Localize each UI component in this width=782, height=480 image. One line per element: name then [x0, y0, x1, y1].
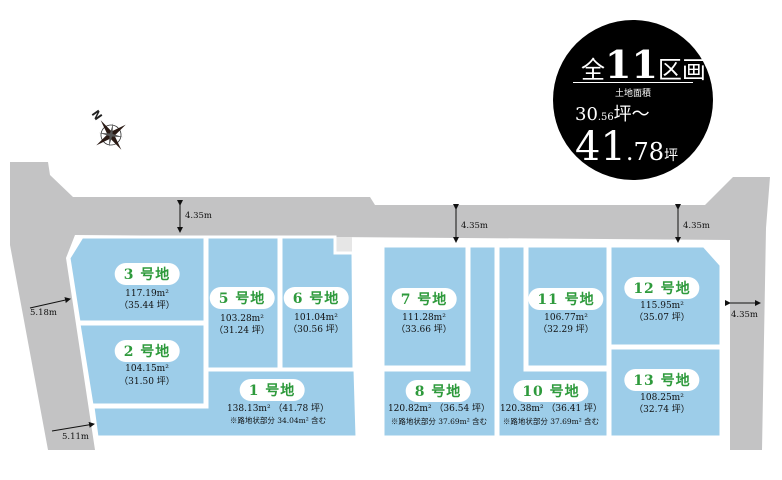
lot-11-tsubo: （32.29 坪）: [538, 325, 594, 335]
lot-count-number: 11: [605, 42, 658, 87]
dim-road-right: 4.35m: [731, 310, 758, 320]
area-min: 30.56坪～: [575, 100, 650, 126]
corner-plot: [335, 237, 352, 252]
lot-10-note: ※路地状部分 37.69m² 含む: [502, 417, 600, 426]
lot-3-tsubo: （35.44 坪）: [119, 301, 175, 311]
lot-11-area: 106.77m²: [544, 313, 588, 323]
lot-3-label[interactable]: 3 号地: [114, 263, 180, 285]
lot-12-label[interactable]: 12 号地: [624, 277, 700, 299]
area-max-int: 41: [575, 124, 626, 170]
lot-7-area: 111.28m²: [402, 313, 446, 323]
lot-3-area: 117.19m²: [125, 289, 169, 299]
area-max-dec: .78: [625, 138, 665, 166]
lot-1-note: ※路地状部分 34.04m² 含む: [229, 416, 327, 425]
lot-5-tsubo: （31.24 坪）: [214, 326, 270, 336]
lot-count-suffix: 区画: [657, 56, 706, 84]
lot-8-label[interactable]: 8 号地: [405, 380, 471, 402]
area-min-int: 30: [575, 104, 598, 125]
compass-icon: N: [89, 108, 126, 150]
lot-8-area: 120.82m² （36.54 坪）: [387, 404, 491, 414]
area-min-dec: .56: [597, 112, 614, 123]
dim-arrow-left-upper: [29, 297, 71, 309]
lot-count: 全11区画: [581, 42, 706, 87]
lot-2-label[interactable]: 2 号地: [114, 340, 180, 362]
lot-7-label[interactable]: 7 号地: [391, 288, 457, 310]
lot-11-label[interactable]: 11 号地: [528, 288, 604, 310]
lot-13-area: 108.25m²: [640, 393, 684, 403]
compass-north-label: N: [89, 108, 105, 123]
dim-road-left-lower: 5.11m: [62, 432, 89, 442]
road: [10, 162, 770, 450]
lot-12-tsubo: （35.07 坪）: [634, 313, 690, 323]
lot-6-label[interactable]: 6 号地: [283, 287, 349, 309]
area-min-unit: 坪～: [613, 104, 650, 125]
dim-road-left-upper: 5.18m: [30, 308, 57, 318]
badge-subtitle: 土地面積: [614, 89, 651, 99]
dim-road-top-right: 4.35m: [683, 221, 710, 231]
lot-1-label[interactable]: 1 号地: [239, 379, 305, 401]
lot-5-label[interactable]: 5 号地: [209, 287, 275, 309]
lot-7-tsubo: （33.66 坪）: [396, 325, 452, 335]
area-max: 41.78坪: [575, 124, 678, 170]
lot-10-label[interactable]: 10 号地: [513, 380, 589, 402]
dim-road-top-left: 4.35m: [185, 211, 212, 221]
lot-summary-badge: 全11区画 土地面積 30.56坪～ 41.78坪: [553, 20, 713, 180]
lot-2-tsubo: （31.50 坪）: [119, 377, 175, 387]
area-max-unit: 坪: [664, 148, 679, 164]
lot-count-prefix: 全: [581, 56, 605, 84]
lot-6-tsubo: （30.56 坪）: [288, 325, 344, 335]
lot-12-area: 115.95m²: [640, 301, 684, 311]
lot-13-label[interactable]: 13 号地: [624, 369, 700, 391]
lot-2-area: 104.15m²: [125, 364, 169, 374]
lot-8-note: ※路地状部分 37.69m² 含む: [390, 417, 488, 426]
lot-13-tsubo: （32.74 坪）: [634, 405, 690, 415]
lot-6-area: 101.04m²: [294, 313, 338, 323]
dim-arrow-left-lower: [51, 421, 95, 432]
lot-1-area: 138.13m² （41.78 坪）: [226, 404, 330, 414]
lot-10-area: 120.38m² （36.41 坪）: [499, 404, 603, 414]
lot-5-area: 103.28m²: [220, 314, 264, 324]
badge-divider: [573, 82, 693, 83]
dim-road-top-mid: 4.35m: [461, 221, 488, 231]
